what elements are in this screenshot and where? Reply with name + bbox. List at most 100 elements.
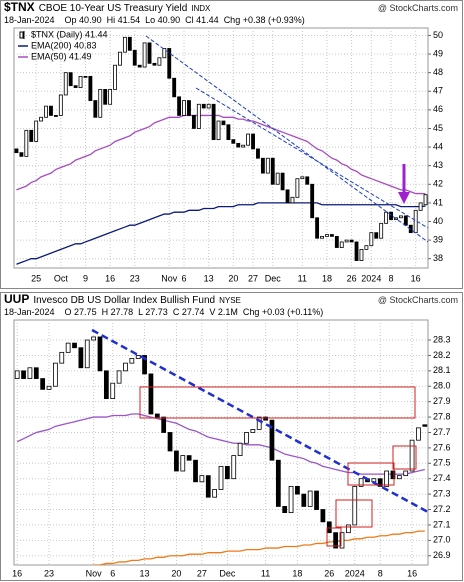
y-tick-label: 27.5 [433, 458, 451, 468]
candle-body [122, 36, 127, 53]
x-tick-label: 23 [44, 568, 54, 578]
candle-body [315, 217, 320, 239]
candle-body [300, 176, 305, 180]
panel-title: UUP Invesco DB US Dollar Index Bullish Fu… [4, 292, 241, 306]
candle-body [329, 234, 334, 237]
candle-body [196, 103, 201, 129]
candle-body [377, 478, 383, 487]
y-tick-label: 46 [433, 104, 443, 114]
candle-body [73, 85, 78, 88]
candle-body [65, 342, 71, 353]
candle-body [137, 64, 142, 68]
candle-body [256, 148, 260, 159]
candle-body [251, 133, 255, 150]
moving-average-line [16, 114, 426, 195]
y-tick-label: 28.2 [433, 350, 451, 360]
candle-body [53, 115, 58, 117]
candle-body [384, 211, 389, 224]
x-tick-label: 8 [389, 273, 394, 283]
y-tick-label: 42 [433, 179, 443, 189]
candle-body [320, 509, 326, 523]
y-tick-label: 41 [433, 197, 443, 207]
plot-area [13, 319, 429, 566]
y-tick-label: 27.3 [433, 488, 451, 498]
candle-body [129, 358, 135, 364]
candle-body [91, 336, 96, 341]
x-tick-label: 16 [105, 273, 115, 283]
legend-label: EMA(50) 41.49 [31, 51, 92, 61]
x-tick-label: 25 [31, 273, 41, 283]
candle-body [364, 245, 369, 250]
candle-body [295, 178, 300, 198]
candle-body [34, 120, 39, 142]
watermark: @ StockCharts.com [378, 295, 458, 305]
candle-body [83, 75, 88, 78]
stat: Chg +0.38 (+0.93%) [224, 15, 305, 25]
candle-body [369, 232, 374, 247]
candle-body [78, 347, 84, 369]
moving-average-line [16, 202, 426, 265]
x-tick-label: 11 [261, 568, 270, 578]
x-tick-label: 9 [83, 273, 88, 283]
legend-swatch [19, 31, 24, 39]
trend-line [195, 87, 429, 229]
y-tick-label: 49 [433, 48, 443, 58]
x-tick-label: 27 [197, 568, 207, 578]
candle-body [396, 475, 402, 480]
highlight-box [335, 499, 373, 528]
candle-body [19, 152, 24, 157]
highlight-box [392, 445, 417, 470]
date: 18-Jan-2024 [4, 15, 55, 25]
candle-body [246, 133, 251, 146]
candle-body [78, 75, 83, 88]
candle-body [118, 51, 122, 66]
candle-body [154, 413, 160, 418]
x-tick-label: 16 [12, 568, 22, 578]
candle-body [265, 157, 270, 174]
candle-body [269, 419, 275, 461]
candle-body [167, 432, 173, 452]
x-tick-label: 23 [130, 273, 140, 283]
symbol: UUP [4, 292, 29, 306]
candle-body [44, 105, 48, 118]
candle-body [72, 342, 77, 349]
x-tick-label: 27 [248, 273, 258, 283]
candle-body [333, 532, 339, 549]
x-tick-label: 8 [378, 568, 383, 578]
candle-body [354, 241, 359, 261]
candle-body [282, 506, 288, 514]
candle-body [325, 234, 329, 237]
candle-body [39, 116, 44, 122]
candle-body [231, 455, 237, 480]
x-tick-label: 13 [204, 273, 214, 283]
candle-body [270, 157, 275, 185]
candle-body [263, 416, 268, 421]
candle-body [295, 486, 300, 495]
annotations [91, 35, 429, 547]
x-tick-label: 6 [110, 568, 115, 578]
x-tick-label: 26 [347, 273, 357, 283]
x-tick-label: 16 [407, 568, 417, 578]
candle-body [398, 215, 403, 219]
x-tick-label: 26 [324, 568, 334, 578]
candle-body [142, 355, 147, 375]
stat: Cl 41.44 [185, 15, 219, 25]
candle-body [103, 370, 109, 399]
y-tick-label: 27.2 [433, 504, 451, 514]
candle-body [113, 64, 117, 90]
y-tick-label: 27.4 [433, 473, 451, 483]
candle-body [403, 470, 409, 477]
highlight-box [347, 462, 395, 486]
candle-body [334, 235, 339, 248]
candle-body [349, 239, 354, 243]
candle-body [14, 370, 20, 379]
symbol: $TNX [4, 0, 35, 14]
moving-average-line [90, 530, 425, 565]
candle-body [358, 478, 364, 487]
candle-body [29, 129, 34, 142]
quote-line: 18-Jan-2024 Op 40.90 Hi 41.54 Lo 40.90 Cl 41… [4, 15, 305, 25]
candle-body [221, 120, 226, 126]
candle-body [161, 416, 167, 433]
candle-body [288, 486, 294, 514]
candle-body [285, 189, 290, 204]
